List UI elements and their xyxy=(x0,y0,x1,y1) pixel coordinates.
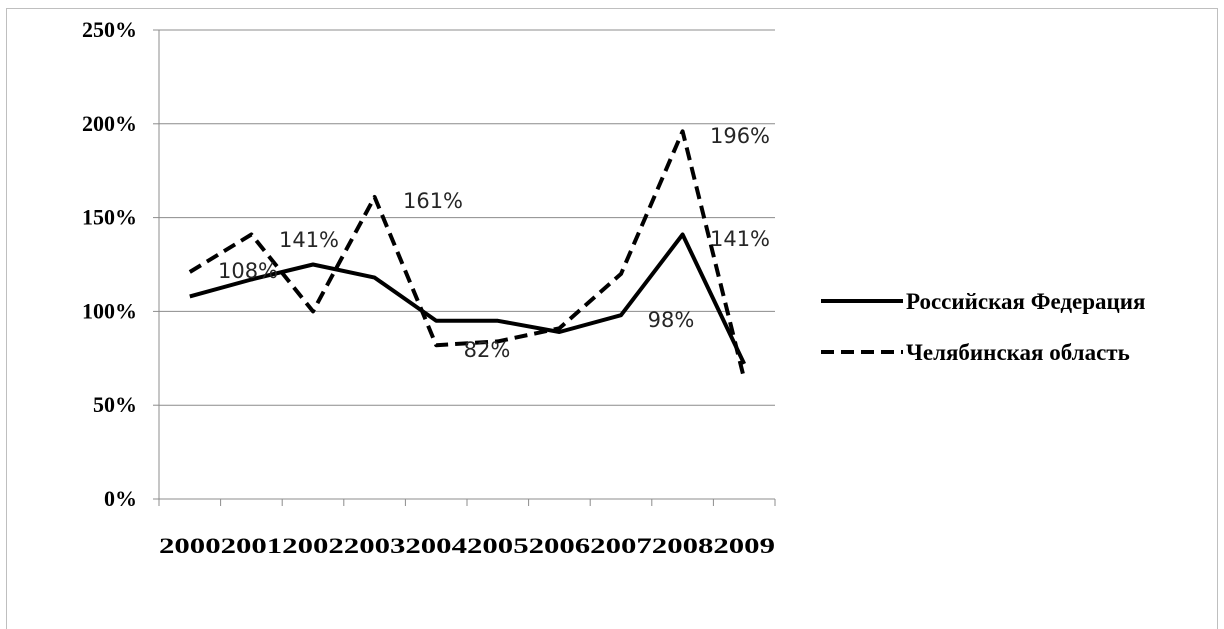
legend-label: Российская Федерация xyxy=(906,289,1145,314)
data-label: 141% xyxy=(710,227,770,251)
y-tick-label: 250% xyxy=(82,17,137,42)
y-tick-label: 200% xyxy=(82,111,137,136)
axes xyxy=(153,29,776,506)
data-label: 98% xyxy=(648,308,695,332)
data-label: 161% xyxy=(403,189,463,213)
x-tick-label: 2002 xyxy=(282,533,344,558)
x-tick-label: 2001 xyxy=(221,533,283,558)
y-tick-label: 100% xyxy=(82,298,137,323)
x-tick-label: 2005 xyxy=(467,533,529,558)
series-lines xyxy=(188,129,747,380)
y-axis-ticks: 0% 50% 100% 150% 200% 250% xyxy=(82,17,137,511)
data-label: 141% xyxy=(279,228,339,252)
data-label: 196% xyxy=(710,124,770,148)
y-tick-label: 0% xyxy=(104,486,137,511)
data-label: 82% xyxy=(464,338,511,362)
data-labels: 108%141%161%82%98%196%141% xyxy=(218,124,770,362)
series-line-2 xyxy=(188,129,747,380)
gridlines xyxy=(159,29,775,406)
legend-label: Челябинская область xyxy=(906,340,1130,365)
data-label: 108% xyxy=(218,259,278,283)
x-tick-label: 2008 xyxy=(652,533,714,558)
x-tick-label: 2009 xyxy=(713,533,775,558)
y-tick-label: 50% xyxy=(93,392,137,417)
y-tick-label: 150% xyxy=(82,205,137,230)
x-tick-label: 2000 xyxy=(159,533,221,558)
x-tick-label: 2006 xyxy=(529,533,591,558)
x-tick-label: 2004 xyxy=(405,533,467,558)
x-tick-label: 2003 xyxy=(344,533,406,558)
legend: Российская Федерация Челябинская область xyxy=(821,289,1145,365)
x-axis-ticks: 2000 2001 2002 2003 2004 2005 2006 2007 2008 2009 xyxy=(159,533,775,558)
x-tick-label: 2007 xyxy=(590,533,652,558)
